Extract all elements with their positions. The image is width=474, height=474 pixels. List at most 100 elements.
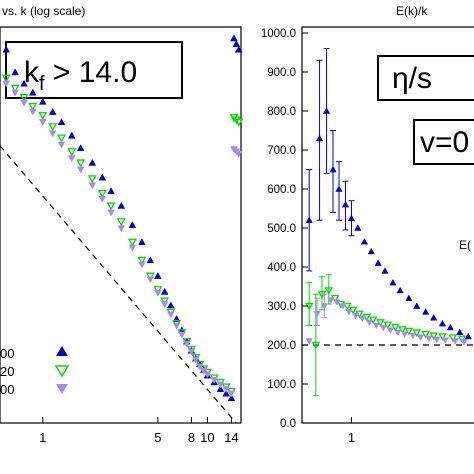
right-series-1-point-20	[446, 323, 454, 331]
right-series-1-point-8	[354, 224, 362, 231]
right-y-tick-label-3: 800.0	[267, 106, 296, 118]
right-series-3-point-6	[339, 303, 347, 310]
right-series-2-point-4	[324, 287, 334, 295]
right-series-2-point-21	[448, 334, 458, 343]
left-series-1-point-5	[38, 97, 47, 105]
left-series-1-point-7	[57, 118, 66, 126]
right-series-3-point-19	[433, 336, 441, 344]
left-series-2-point-5	[38, 111, 48, 120]
left-plot-frame	[0, 26, 242, 424]
left-series-2-point-17	[153, 286, 163, 295]
left-series-1-point-31	[227, 394, 236, 402]
left-series-1-point-8	[67, 131, 76, 139]
right-series-3-point-18	[425, 335, 433, 343]
right-series-3-point-9	[358, 315, 366, 323]
legend-label-3: 00	[0, 382, 14, 397]
left-series-1-point-12	[107, 187, 115, 195]
left-series-2-point-14	[127, 238, 137, 247]
left-series-1-point-19	[167, 301, 175, 309]
right-series-1-point-19	[438, 319, 447, 327]
left-series-1-point-3	[20, 79, 28, 87]
left-x-tick-label-3: 8	[188, 430, 195, 445]
left-series-2-point-33	[231, 116, 241, 125]
right-series-3-point-17	[416, 334, 425, 341]
right-y-tick-label-9: 200.0	[267, 340, 296, 352]
left-series-3-point-1	[2, 80, 11, 88]
left-series-1-point-14	[128, 221, 137, 228]
right-series-3-point-13	[386, 327, 395, 334]
left-series-3-point-21	[178, 331, 186, 339]
right-series-3-point-20	[441, 337, 449, 345]
right-series-1-point-16	[413, 302, 421, 309]
right-series-1-point-1	[305, 216, 313, 224]
right-y-tick-label-8: 300.0	[267, 301, 296, 313]
right-series-1-point-22	[464, 332, 472, 340]
left-annotation-box	[5, 41, 183, 99]
left-series-1-point-34	[234, 45, 243, 53]
left-series-2-point-9	[76, 159, 86, 168]
legend-marker-1	[56, 346, 68, 356]
right-series-3-point-11	[372, 322, 380, 330]
left-series-1-point-4	[28, 88, 37, 96]
left-series-3-point-10	[88, 182, 97, 190]
right-series-1-point-4	[329, 165, 337, 173]
right-series-1-point-21	[456, 328, 464, 335]
left-series-3-point-29	[216, 381, 225, 389]
left-series-3-point-4	[28, 108, 37, 116]
left-series-3-point-27	[203, 371, 212, 379]
right-series-3-point-21	[451, 338, 459, 345]
left-series-3-point-22	[182, 340, 191, 348]
right-series-3-point-1	[305, 338, 313, 345]
right-series-3-point-16	[409, 332, 417, 340]
annotation-subscript: f	[39, 73, 45, 95]
right-y-tick-label-7: 400.0	[267, 262, 296, 274]
left-series-3-point-3	[20, 99, 28, 107]
right-series-3-point-22	[460, 339, 468, 346]
left-series-3-point-5	[38, 119, 47, 126]
right-annotation-2: v=0	[420, 126, 469, 159]
left-series-3-point-9	[76, 166, 85, 174]
left-series-2-point-3	[19, 93, 29, 102]
right-series-1-point-2	[315, 134, 324, 142]
left-panel: vs. k (log scale) kf > 14.0 00 20 00 1 5 8…	[0, 4, 244, 445]
left-series-3-point-6	[48, 130, 57, 138]
right-series-3-point-14	[394, 329, 402, 337]
right-annotation-box-2	[413, 119, 474, 165]
left-reference-dashed-line	[0, 145, 237, 424]
left-x-tick-label-2: 5	[154, 430, 161, 445]
left-series-2-point-11	[97, 189, 107, 199]
right-data-layer	[304, 48, 472, 397]
left-series-3-point-15	[138, 261, 146, 269]
left-series-1-point-30	[222, 389, 230, 397]
left-series-2-point-15	[137, 256, 147, 265]
left-x-axis-ticks: 1 5 8 10 14	[39, 417, 239, 445]
right-series-3-point-10	[365, 319, 373, 327]
left-series-3-point-17	[154, 289, 162, 297]
left-series-3-point-12	[107, 209, 115, 217]
right-series-2-point-2	[311, 341, 321, 350]
left-series-3-point-14	[128, 244, 137, 252]
left-series-1-point-29	[216, 385, 225, 393]
right-series-1-point-6	[341, 200, 350, 208]
left-x-tick-label-4: 10	[200, 430, 214, 445]
left-series-1-point-33	[232, 40, 241, 47]
right-y-tick-label-11: 0.0	[280, 418, 296, 430]
left-series-3-point-11	[98, 196, 107, 203]
left-series-1-point-15	[138, 238, 146, 245]
right-side-label: E(	[459, 238, 471, 252]
left-series-3-point-18	[160, 301, 169, 309]
left-series-1-point-32	[230, 34, 238, 42]
left-series-1-point-13	[117, 201, 126, 209]
left-series-1-point-17	[154, 271, 162, 279]
left-reference-line-layer	[0, 145, 237, 424]
left-series-2-point-2	[10, 84, 20, 93]
left-panel-title: vs. k (log scale)	[2, 4, 85, 18]
left-series-3-point-28	[210, 377, 219, 384]
left-series-3-point-34	[234, 150, 243, 158]
left-series-1-point-16	[146, 256, 155, 264]
right-series-3-point-7	[345, 309, 353, 316]
left-series-3-point-31	[227, 390, 236, 398]
left-series-2-point-34	[234, 118, 244, 127]
left-series-3-point-7	[57, 141, 66, 149]
right-panel-title: E(k)/k	[396, 4, 428, 18]
